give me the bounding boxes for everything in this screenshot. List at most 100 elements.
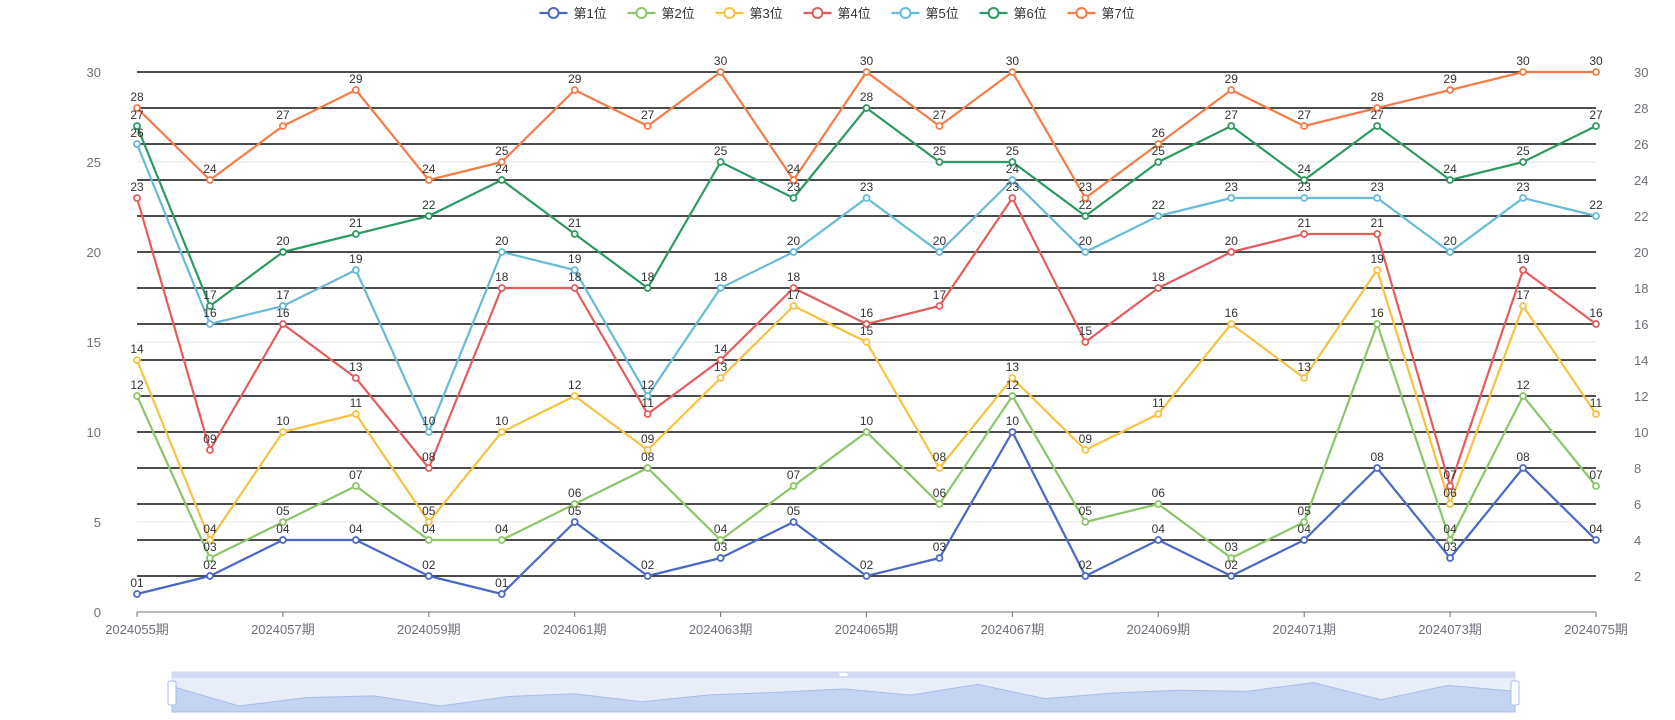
data-label: 28 — [860, 90, 874, 104]
data-label: 02 — [1225, 558, 1239, 572]
data-label: 20 — [1443, 234, 1457, 248]
data-point — [133, 392, 141, 400]
legend-label: 第7位 — [1102, 6, 1135, 21]
legend-label: 第1位 — [574, 6, 607, 21]
data-point — [789, 248, 798, 256]
data-label: 05 — [1079, 504, 1093, 518]
data-point — [278, 320, 287, 328]
data-label: 13 — [1298, 360, 1312, 374]
data-point — [497, 428, 506, 436]
data-point — [497, 248, 506, 256]
data-point — [1227, 320, 1236, 328]
data-point — [1373, 464, 1382, 472]
data-label: 04 — [714, 522, 728, 536]
data-point — [206, 554, 214, 562]
y-right-tick-label: 20 — [1634, 245, 1648, 260]
data-label: 05 — [568, 504, 582, 518]
data-label: 25 — [495, 144, 509, 158]
data-label: 24 — [1298, 162, 1312, 176]
data-label: 06 — [1443, 486, 1457, 500]
data-label: 29 — [1225, 72, 1239, 86]
data-label: 04 — [1443, 522, 1457, 536]
legend-item-5[interactable]: 第5位 — [891, 6, 959, 21]
data-point — [716, 158, 725, 166]
data-label: 06 — [568, 486, 582, 500]
data-point — [643, 284, 652, 292]
data-label: 01 — [130, 576, 144, 590]
legend-item-3[interactable]: 第3位 — [715, 6, 783, 21]
data-point — [643, 122, 652, 130]
zoom-handle-right[interactable] — [1510, 680, 1520, 706]
data-label: 07 — [349, 468, 363, 482]
legend-item-2[interactable]: 第2位 — [627, 6, 695, 21]
data-point — [424, 212, 433, 220]
data-label: 25 — [1006, 144, 1020, 158]
legend[interactable]: 第1位 第2位 第3位 第4位 第5位 第6位 第7位 — [539, 6, 1135, 21]
data-point — [133, 356, 141, 364]
data-label: 18 — [714, 270, 728, 284]
legend-marker — [899, 7, 912, 19]
data-point — [1300, 122, 1309, 130]
data-label: 09 — [1079, 432, 1093, 446]
data-label: 23 — [1298, 180, 1312, 194]
data-label: 30 — [1589, 54, 1603, 68]
data-label: 08 — [1516, 450, 1530, 464]
data-point — [497, 284, 506, 292]
data-label: 17 — [787, 288, 801, 302]
data-point — [351, 536, 360, 544]
data-label: 25 — [1516, 144, 1530, 158]
data-point — [1008, 68, 1017, 76]
data-label: 15 — [1079, 324, 1093, 338]
data-point — [716, 536, 725, 544]
legend-item-4[interactable]: 第4位 — [803, 6, 871, 21]
data-label: 13 — [349, 360, 363, 374]
data-label: 27 — [1298, 108, 1312, 122]
x-tick-label: 2024061期 — [543, 622, 607, 637]
data-label: 03 — [714, 540, 728, 554]
zoom-handle-left[interactable] — [167, 680, 177, 706]
data-point — [862, 428, 871, 436]
data-label: 30 — [1516, 54, 1530, 68]
legend-item-6[interactable]: 第6位 — [979, 6, 1047, 21]
legend-marker — [635, 7, 648, 19]
legend-label: 第2位 — [662, 6, 695, 21]
data-point — [133, 104, 141, 112]
data-point — [1227, 86, 1236, 94]
data-label: 24 — [422, 162, 436, 176]
data-point — [424, 572, 433, 580]
data-label: 10 — [495, 414, 509, 428]
data-point — [862, 104, 871, 112]
y-right-tick-label: 18 — [1634, 281, 1648, 296]
x-tick-label: 2024071期 — [1272, 622, 1336, 637]
data-label: 04 — [422, 522, 436, 536]
data-label: 27 — [933, 108, 947, 122]
data-point — [351, 230, 360, 238]
data-label: 05 — [276, 504, 290, 518]
data-point — [1154, 284, 1163, 292]
data-point — [206, 572, 214, 580]
data-point — [1519, 158, 1527, 166]
data-label: 20 — [933, 234, 947, 248]
data-point — [570, 230, 579, 238]
y-left-tick-label: 30 — [87, 65, 101, 80]
data-point — [1373, 320, 1382, 328]
data-label: 26 — [1152, 126, 1166, 140]
data-label: 30 — [714, 54, 728, 68]
data-label: 18 — [1152, 270, 1166, 284]
x-tick-label: 2024065期 — [835, 622, 899, 637]
legend-item-1[interactable]: 第1位 — [539, 6, 607, 21]
data-label: 23 — [1370, 180, 1384, 194]
data-zoom-slider[interactable] — [167, 671, 1520, 713]
data-label: 24 — [1443, 162, 1457, 176]
data-point — [1227, 554, 1236, 562]
data-point — [1008, 428, 1017, 436]
data-point — [570, 500, 579, 508]
data-label: 16 — [276, 306, 290, 320]
x-tick-label: 2024067期 — [981, 622, 1045, 637]
data-point — [1081, 248, 1090, 256]
data-label: 04 — [203, 522, 217, 536]
data-point — [1446, 554, 1454, 562]
data-point — [424, 464, 433, 472]
legend-item-7[interactable]: 第7位 — [1067, 6, 1135, 21]
